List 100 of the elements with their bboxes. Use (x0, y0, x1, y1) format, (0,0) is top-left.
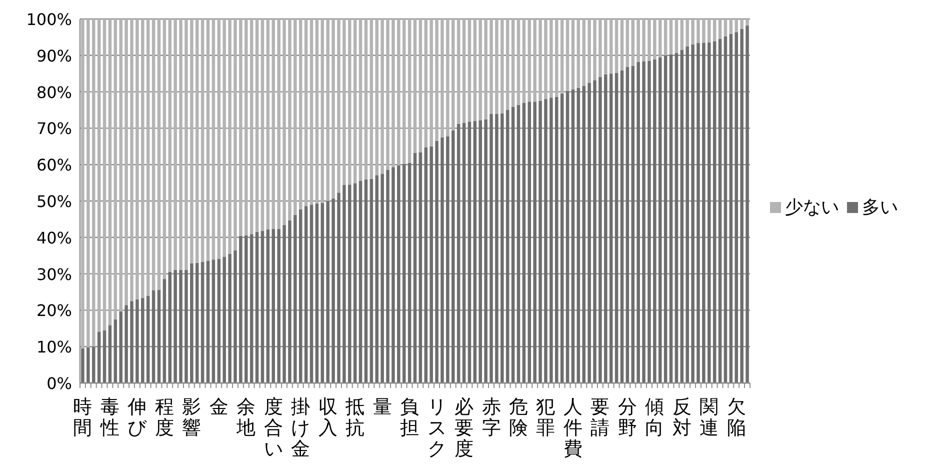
y-tick-label: 60% (36, 156, 72, 175)
bar (370, 19, 374, 179)
bar (413, 19, 417, 153)
bar (397, 165, 400, 383)
bar (696, 43, 700, 383)
bar (446, 19, 450, 136)
bar (516, 19, 520, 105)
bar (462, 19, 466, 123)
y-tick-label: 20% (36, 301, 72, 320)
bar (718, 19, 722, 40)
bar (696, 19, 700, 44)
bar (456, 19, 460, 124)
bar (92, 19, 96, 347)
x-tick-label: 収入 (318, 396, 338, 439)
bar (533, 19, 536, 102)
bar (724, 36, 728, 383)
bar (413, 152, 417, 383)
bar (636, 19, 640, 62)
bar (353, 183, 357, 383)
x-tick-label: 量 (372, 396, 392, 418)
bar (81, 19, 84, 348)
bar (408, 162, 412, 383)
y-tick-label: 90% (36, 46, 72, 66)
bar (174, 270, 177, 383)
bar (506, 19, 510, 110)
bar (653, 59, 656, 383)
bar (495, 114, 498, 383)
bar (228, 254, 232, 383)
y-tick-label: 50% (36, 192, 72, 211)
bar (669, 19, 673, 54)
x-tick-label: 人件費 (563, 396, 582, 460)
bar (451, 130, 455, 383)
bar (708, 19, 711, 42)
bar (729, 34, 733, 383)
bar (462, 122, 466, 383)
bar (86, 19, 90, 348)
bar (239, 236, 242, 383)
bar (332, 19, 335, 198)
bar (533, 102, 536, 383)
bar (456, 124, 460, 383)
bar (746, 19, 749, 26)
bar (304, 206, 308, 383)
bar (478, 120, 482, 383)
bar (642, 61, 646, 383)
bar (593, 80, 596, 383)
bar (609, 19, 613, 74)
bar (141, 298, 144, 383)
bar (620, 70, 624, 383)
bar (380, 174, 384, 383)
y-tick-label: 0% (46, 374, 72, 393)
bar (260, 19, 264, 231)
bar (440, 19, 444, 138)
bar (544, 99, 548, 383)
bar (222, 19, 226, 257)
bar (708, 42, 711, 383)
bar (342, 184, 346, 383)
x-tick-label: 危険 (508, 396, 528, 439)
bar (174, 19, 177, 270)
bar (511, 106, 515, 383)
bar (195, 19, 199, 263)
bar (255, 19, 259, 232)
bar (195, 262, 199, 383)
x-tick-label: 傾向 (645, 396, 664, 439)
bar (234, 19, 237, 251)
bar (484, 119, 488, 383)
bar (702, 42, 706, 383)
bar (190, 263, 194, 383)
bar (200, 19, 204, 262)
bar (691, 44, 694, 383)
bar (576, 88, 580, 383)
bar (97, 332, 101, 383)
x-tick-label: 負担 (400, 396, 420, 439)
bar (680, 50, 684, 383)
bar (609, 74, 613, 383)
bar (364, 19, 368, 180)
bar (560, 19, 564, 94)
bar (217, 19, 221, 259)
bar (206, 260, 210, 383)
bar (124, 19, 128, 306)
x-tick-label: リスク (427, 396, 446, 460)
bar (250, 234, 254, 383)
bar (92, 346, 96, 383)
bar (380, 19, 384, 174)
bar (136, 299, 139, 383)
bar (130, 301, 134, 383)
bar (102, 19, 106, 330)
bar (337, 192, 340, 383)
x-tick-label: 抵抗 (344, 396, 365, 439)
bar (168, 19, 172, 272)
bar (588, 19, 591, 83)
bar (550, 19, 553, 98)
bar (658, 19, 662, 58)
bar (653, 19, 656, 60)
x-tick-label: 関連 (700, 396, 719, 439)
bar (506, 110, 510, 383)
bar (566, 91, 570, 383)
x-tick-label: 分野 (618, 396, 637, 439)
bar (255, 232, 259, 383)
bar (320, 202, 324, 383)
bar (674, 52, 678, 383)
